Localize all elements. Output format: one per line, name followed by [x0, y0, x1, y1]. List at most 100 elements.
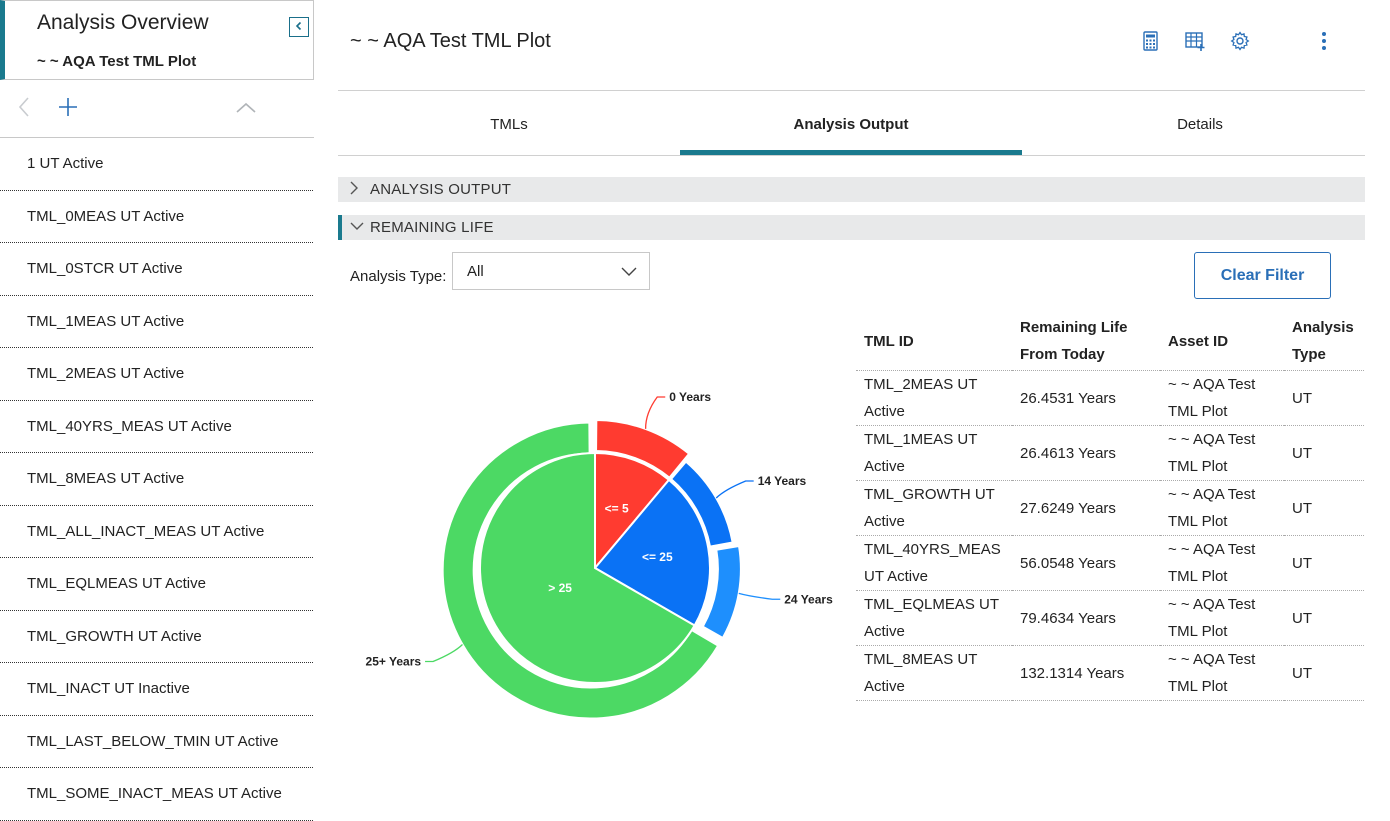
section-analysis-output[interactable]: ANALYSIS OUTPUT [338, 177, 1365, 202]
cell-asset-id: ~ ~ AQA Test TML Plot [1160, 480, 1284, 536]
chevron-left-icon [295, 21, 302, 31]
sidebar-item-label: TML_INACT UT Inactive [27, 680, 190, 697]
col-tml-id[interactable]: TML ID [856, 312, 1012, 371]
col-analysis-type[interactable]: Analysis Type [1284, 312, 1364, 371]
inner-slice[interactable] [479, 451, 696, 684]
sidebar-item[interactable]: TML_LAST_BELOW_TMIN UT Active [0, 716, 313, 768]
outer-slice[interactable] [669, 460, 734, 548]
table-body: TML_2MEAS UT Active 26.4531 Years ~ ~ AQA … [856, 370, 1364, 701]
cell-remaining-life: 79.4634 Years [1012, 590, 1160, 646]
add-icon[interactable] [58, 92, 78, 122]
chevron-right-icon [350, 181, 358, 195]
table-row[interactable]: TML_1MEAS UT Active 26.4613 Years ~ ~ AQA … [856, 425, 1364, 481]
sidebar-item-label: TML_GROWTH UT Active [27, 627, 202, 645]
sidebar-item-label: 1 UT Active [27, 155, 104, 172]
gear-icon[interactable] [1229, 30, 1251, 52]
inner-slice-label: <= 5 [605, 502, 629, 516]
remaining-life-table: TML ID Remaining Life From Today Asset I… [856, 312, 1364, 701]
calculator-icon[interactable] [1139, 30, 1161, 52]
sidebar-item-label: TML_SOME_INACT_MEAS UT Active [27, 785, 282, 802]
sidebar-item-label: TML_0STCR UT Active [27, 260, 183, 277]
back-arrow-icon[interactable] [14, 92, 34, 122]
analysis-type-select[interactable]: All [452, 252, 650, 290]
collapse-sidebar-button[interactable] [289, 17, 309, 37]
tab-details[interactable]: Details [1177, 116, 1223, 133]
sidebar-item[interactable]: TML_1MEAS UT Active [0, 296, 313, 348]
sidebar-item[interactable]: TML_8MEAS UT Active [0, 453, 313, 506]
cell-analysis-type: UT [1284, 590, 1364, 646]
outer-slice-label: 0 Years [669, 390, 711, 404]
chevron-up-icon[interactable] [236, 92, 256, 122]
cell-analysis-type: UT [1284, 480, 1364, 536]
sidebar-item[interactable]: TML_EQLMEAS UT Active [0, 558, 313, 611]
cell-analysis-type: UT [1284, 535, 1364, 591]
tab-tmls[interactable]: TMLs [490, 116, 528, 133]
cell-asset-id: ~ ~ AQA Test TML Plot [1160, 370, 1284, 426]
remaining-life-chart: <= 5 <= 25 > 25 0 Years 14 Years 24 Years 25+ … [366, 390, 833, 720]
outer-slice[interactable] [701, 544, 742, 640]
outer-slice-leader [738, 592, 781, 600]
table-row[interactable]: TML_2MEAS UT Active 26.4531 Years ~ ~ AQA … [856, 370, 1364, 426]
cell-asset-id: ~ ~ AQA Test TML Plot [1160, 590, 1284, 646]
table-row[interactable]: TML_8MEAS UT Active 132.1314 Years ~ ~ AQA… [856, 645, 1364, 701]
sidebar-title: Analysis Overview [37, 11, 209, 34]
sidebar-item[interactable]: TML_2MEAS UT Active [0, 348, 313, 401]
sidebar-item[interactable]: TML_INACT UT Inactive [0, 663, 313, 716]
cell-tml-id: TML_2MEAS UT Active [856, 370, 1012, 426]
col-asset-id[interactable]: Asset ID [1160, 312, 1284, 371]
sidebar-item-label: TML_1MEAS UT Active [27, 312, 185, 330]
outer-slice[interactable] [595, 418, 691, 480]
sidebar-list: 1 UT Active TML_0MEAS UT Active TML_0STCR … [0, 138, 314, 821]
outer-slice-leader [425, 644, 463, 663]
cell-tml-id: TML_EQLMEAS UT Active [856, 590, 1012, 646]
inner-slice-label: > 25 [548, 581, 572, 595]
outer-slice-leader [715, 480, 754, 499]
table-row[interactable]: TML_GROWTH UT Active 27.6249 Years ~ ~ AQA… [856, 480, 1364, 536]
table-row[interactable]: TML_40YRS_MEAS UT Active 56.0548 Years ~ ~… [856, 535, 1364, 591]
table-row[interactable]: TML_EQLMEAS UT Active 79.4634 Years ~ ~ AQ… [856, 590, 1364, 646]
section-analysis-output-label: ANALYSIS OUTPUT [370, 181, 512, 198]
more-vertical-icon[interactable] [1313, 30, 1335, 52]
outer-slice-label: 14 Years [758, 474, 807, 488]
cell-remaining-life: 26.4613 Years [1012, 425, 1160, 481]
cell-tml-id: TML_40YRS_MEAS UT Active [856, 535, 1012, 591]
page-title: ~ ~ AQA Test TML Plot [350, 30, 551, 52]
cell-remaining-life: 132.1314 Years [1012, 645, 1160, 701]
sidebar-item[interactable]: TML_ALL_INACT_MEAS UT Active [0, 506, 313, 558]
cell-tml-id: TML_GROWTH UT Active [856, 480, 1012, 536]
sidebar-item-label: TML_EQLMEAS UT Active [27, 575, 206, 592]
tab-analysis-output[interactable]: Analysis Output [680, 100, 1022, 155]
chevron-down-icon [621, 267, 637, 276]
section-remaining-life-label: REMAINING LIFE [370, 219, 494, 236]
sidebar-toolbar [0, 86, 314, 138]
cell-asset-id: ~ ~ AQA Test TML Plot [1160, 425, 1284, 481]
inner-slice[interactable] [593, 478, 711, 627]
outer-slice-leader [644, 396, 666, 429]
cell-remaining-life: 27.6249 Years [1012, 480, 1160, 536]
sidebar-subtitle: ~ ~ AQA Test TML Plot [37, 53, 197, 70]
col-remaining-life[interactable]: Remaining Life From Today [1012, 312, 1160, 371]
chevron-down-icon [350, 222, 364, 230]
clear-filter-button[interactable]: Clear Filter [1194, 252, 1331, 299]
outer-slice-label: 25+ Years [366, 655, 422, 669]
analysis-type-value: All [467, 263, 484, 280]
cell-remaining-life: 56.0548 Years [1012, 535, 1160, 591]
cell-remaining-life: 26.4531 Years [1012, 370, 1160, 426]
sidebar-item[interactable]: TML_0MEAS UT Active [0, 191, 313, 243]
sidebar-item[interactable]: TML_SOME_INACT_MEAS UT Active [0, 768, 313, 821]
cell-analysis-type: UT [1284, 425, 1364, 481]
outer-slice[interactable] [441, 421, 720, 720]
inner-slice[interactable] [594, 451, 671, 571]
sidebar-item-label: TML_ALL_INACT_MEAS UT Active [27, 522, 265, 540]
sidebar-item[interactable]: 1 UT Active [0, 138, 313, 191]
sidebar-item-label: TML_2MEAS UT Active [27, 365, 185, 382]
sidebar-item[interactable]: TML_GROWTH UT Active [0, 611, 313, 663]
section-remaining-life[interactable]: REMAINING LIFE [338, 215, 1365, 240]
cell-tml-id: TML_8MEAS UT Active [856, 645, 1012, 701]
sidebar-item[interactable]: TML_40YRS_MEAS UT Active [0, 401, 313, 453]
table-header-row: TML ID Remaining Life From Today Asset I… [856, 312, 1364, 371]
sidebar-item[interactable]: TML_0STCR UT Active [0, 243, 313, 296]
table-add-icon[interactable] [1184, 30, 1206, 52]
sidebar-header: Analysis Overview ~ ~ AQA Test TML Plot [0, 0, 314, 80]
